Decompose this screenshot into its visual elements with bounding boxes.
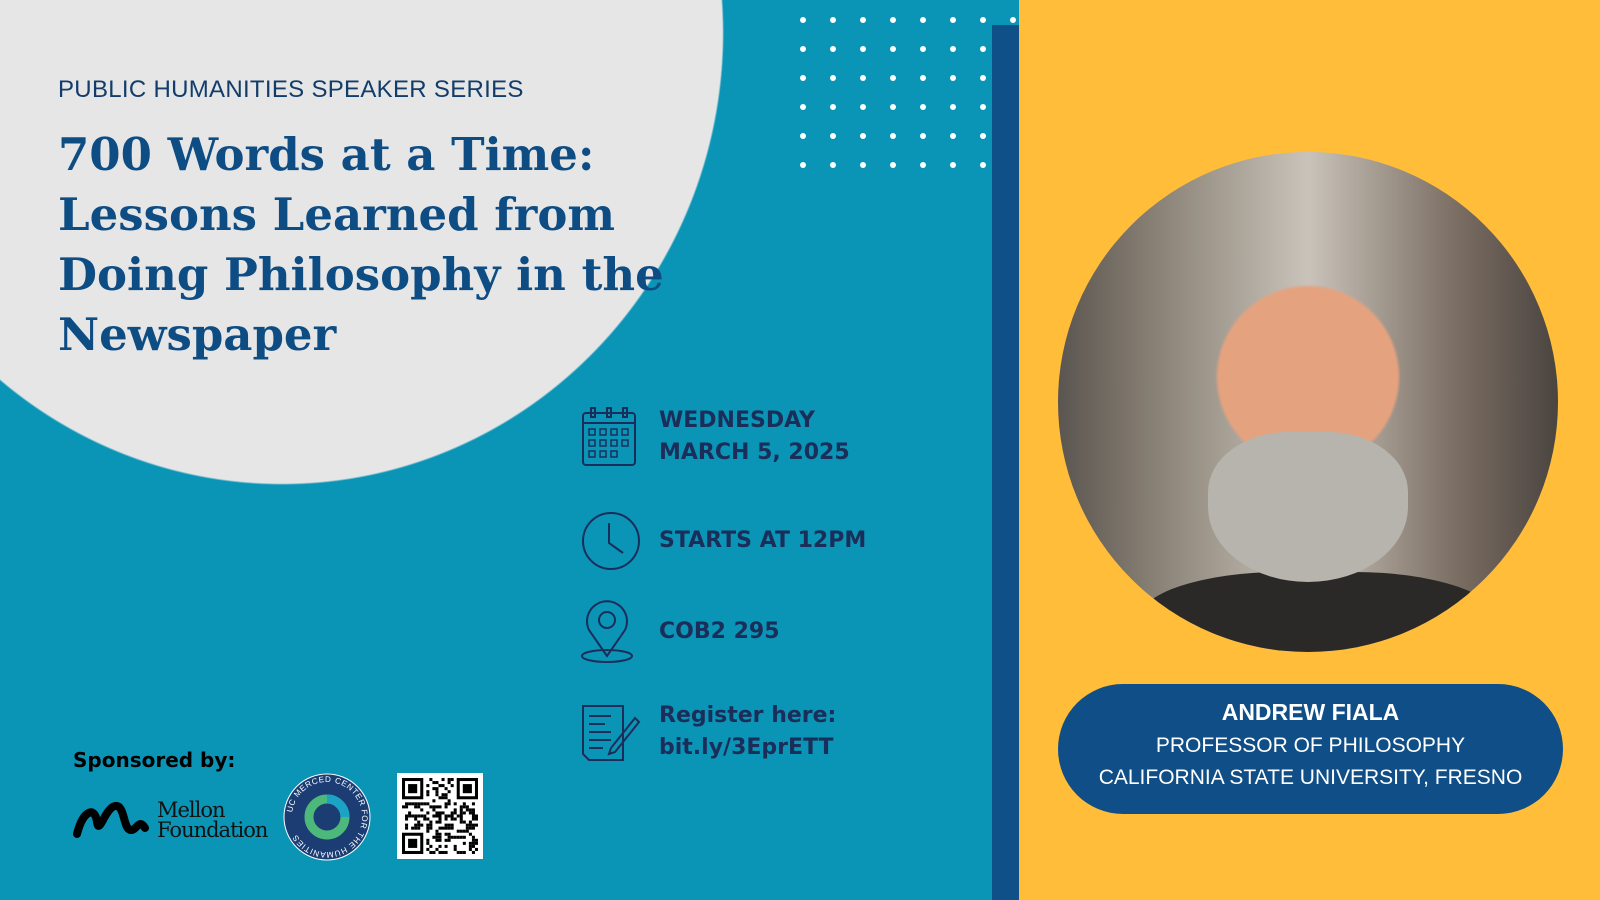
dot bbox=[920, 75, 926, 81]
dot bbox=[800, 17, 806, 23]
dot bbox=[800, 75, 806, 81]
dot bbox=[860, 104, 866, 110]
qr-code[interactable] bbox=[397, 773, 483, 859]
date-text: MARCH 5, 2025 bbox=[659, 440, 850, 465]
event-title: 700 Words at a Time: Lessons Learned fro… bbox=[58, 128, 664, 361]
dot bbox=[890, 46, 896, 52]
register-link[interactable]: bit.ly/3EprETT bbox=[659, 735, 834, 760]
dot bbox=[950, 75, 956, 81]
dot bbox=[830, 17, 836, 23]
dot bbox=[860, 133, 866, 139]
dot bbox=[980, 104, 986, 110]
dot bbox=[920, 46, 926, 52]
dot bbox=[890, 133, 896, 139]
speaker-name: ANDREW FIALA bbox=[1221, 699, 1400, 725]
dot bbox=[800, 133, 806, 139]
location-row: COB2 295 bbox=[581, 600, 780, 664]
sponsored-label: Sponsored by: bbox=[73, 748, 236, 772]
dot bbox=[980, 75, 986, 81]
dot bbox=[860, 162, 866, 168]
calendar-icon bbox=[582, 407, 636, 466]
date-day: WEDNESDAY bbox=[659, 408, 815, 433]
dot bbox=[950, 17, 956, 23]
dot bbox=[980, 46, 986, 52]
speaker-role: PROFESSOR OF PHILOSOPHY bbox=[1155, 734, 1466, 757]
dot bbox=[830, 75, 836, 81]
dot bbox=[890, 17, 896, 23]
dot bbox=[980, 162, 986, 168]
mellon-logo: Mellon Foundation bbox=[73, 798, 268, 842]
series-label: PUBLIC HUMANITIES SPEAKER SERIES bbox=[58, 76, 524, 103]
mellon-name: Mellon Foundation bbox=[157, 798, 268, 842]
time-text: STARTS AT 12PM bbox=[659, 528, 867, 553]
document-pen-icon bbox=[582, 705, 641, 761]
decorative-circle bbox=[0, 0, 725, 485]
dot bbox=[830, 46, 836, 52]
time-row: STARTS AT 12PM bbox=[581, 509, 866, 573]
dot bbox=[830, 133, 836, 139]
dot bbox=[890, 104, 896, 110]
speaker-info: ANDREW FIALA PROFESSOR OF PHILOSOPHY CAL… bbox=[1058, 684, 1563, 814]
dot bbox=[1010, 17, 1016, 23]
dot bbox=[800, 46, 806, 52]
dot bbox=[950, 133, 956, 139]
register-label: Register here: bbox=[659, 703, 837, 728]
dot bbox=[800, 162, 806, 168]
dot bbox=[920, 162, 926, 168]
dot bbox=[830, 162, 836, 168]
dot bbox=[860, 17, 866, 23]
dot bbox=[890, 162, 896, 168]
clock-icon bbox=[582, 512, 640, 570]
register-row[interactable]: Register here: bit.ly/3EprETT bbox=[581, 700, 836, 764]
ucm-humanities-logo: UC MERCED CENTER FOR THE HUMANITIES bbox=[283, 773, 371, 861]
dot bbox=[950, 46, 956, 52]
dot bbox=[860, 75, 866, 81]
dot bbox=[920, 104, 926, 110]
location-pin-icon bbox=[581, 600, 633, 663]
speaker-photo bbox=[1058, 152, 1558, 652]
speaker-affiliation: CALIFORNIA STATE UNIVERSITY, FRESNO bbox=[1098, 766, 1523, 789]
dot bbox=[950, 104, 956, 110]
dot bbox=[920, 17, 926, 23]
location-text: COB2 295 bbox=[659, 619, 780, 644]
dot bbox=[950, 162, 956, 168]
dot bbox=[860, 46, 866, 52]
dot bbox=[800, 104, 806, 110]
dot bbox=[890, 75, 896, 81]
dot bbox=[920, 133, 926, 139]
accent-bar bbox=[992, 25, 1019, 900]
mellon-mark-icon bbox=[73, 802, 149, 838]
dot bbox=[980, 17, 986, 23]
date-row: WEDNESDAY MARCH 5, 2025 bbox=[581, 405, 850, 469]
dot bbox=[980, 133, 986, 139]
dot bbox=[830, 104, 836, 110]
